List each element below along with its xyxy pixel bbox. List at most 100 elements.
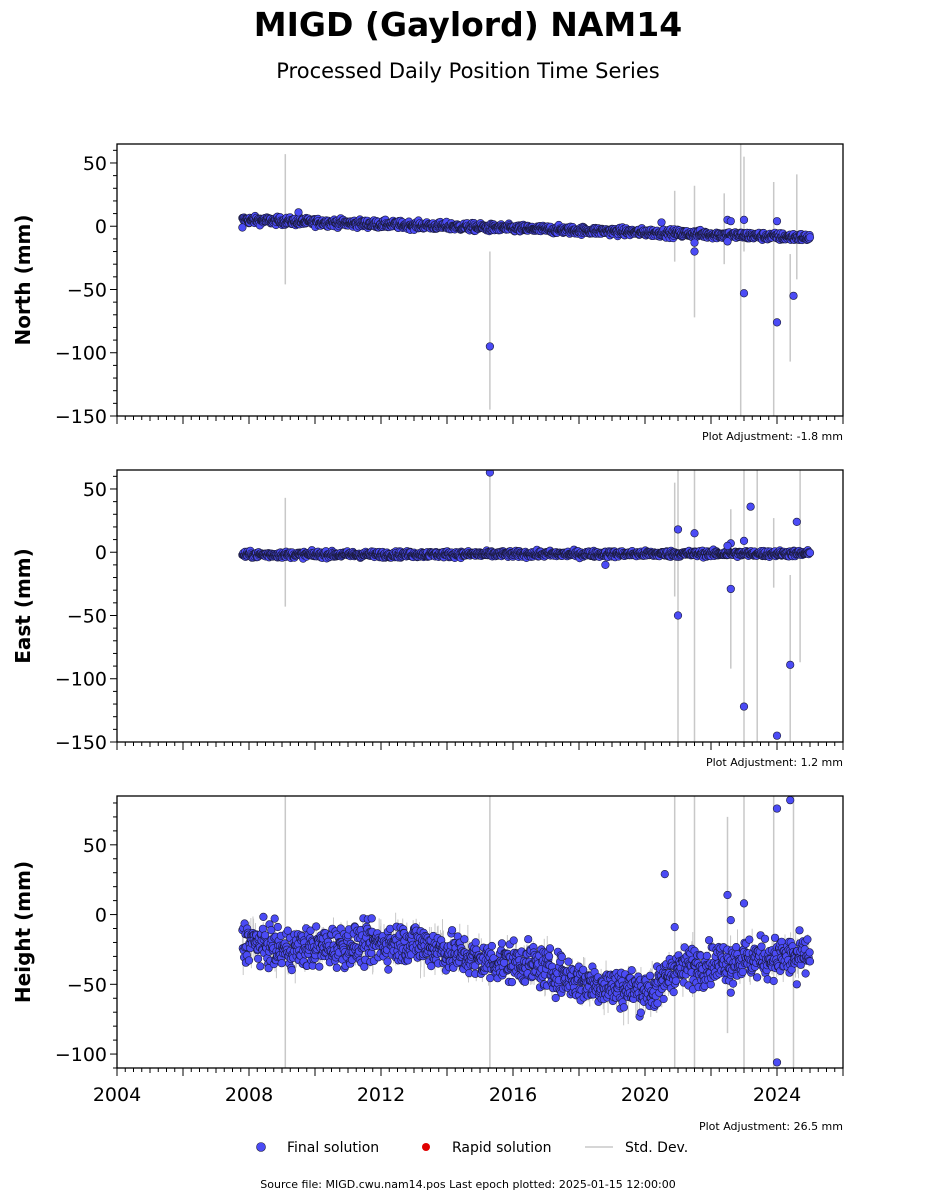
data-point	[690, 529, 699, 538]
data-point	[772, 731, 782, 740]
data-point	[448, 926, 457, 935]
data-point	[704, 936, 714, 945]
data-point	[427, 961, 436, 971]
plot-area	[238, 796, 815, 1068]
data-point	[261, 931, 270, 940]
x-tick-label: 2004	[93, 1084, 141, 1106]
data-point	[551, 993, 560, 1003]
data-point	[256, 962, 265, 971]
data-point	[769, 976, 778, 986]
data-point	[801, 969, 810, 978]
data-point	[805, 948, 814, 957]
x-tick-label: 2012	[357, 1084, 405, 1106]
plot-area	[238, 144, 815, 416]
data-point	[619, 1003, 629, 1012]
y-tick-label: 0	[95, 542, 107, 564]
axes-frame	[116, 469, 844, 743]
data-point	[770, 933, 780, 942]
data-point	[283, 926, 292, 935]
data-point	[524, 935, 533, 944]
data-point	[332, 963, 341, 972]
data-point	[312, 922, 321, 931]
legend: Final solution Rapid solution Std. Dev.	[256, 1140, 688, 1156]
data-point	[723, 237, 732, 246]
data-point	[360, 962, 369, 971]
data-point	[726, 584, 735, 594]
data-point	[485, 470, 494, 477]
y-tick-label: −150	[55, 732, 107, 754]
x-tick-label: 2020	[621, 1084, 669, 1106]
y-tick-label: −100	[55, 1044, 107, 1066]
plot-area	[238, 470, 815, 742]
data-point	[645, 971, 655, 980]
x-tick-label: 2016	[489, 1084, 537, 1106]
data-point	[772, 217, 782, 226]
data-point	[657, 218, 666, 227]
data-point	[673, 525, 683, 534]
x-tick-label: 2008	[225, 1084, 273, 1106]
data-point	[739, 536, 749, 545]
legend-rapid-marker	[422, 1143, 430, 1151]
data-point	[738, 967, 747, 977]
data-point	[306, 926, 315, 935]
data-point	[507, 977, 517, 987]
data-point	[726, 217, 735, 226]
y-tick-label: 50	[83, 479, 107, 501]
source-note: Source file: MIGD.cwu.nam14.pos Last epo…	[260, 1178, 675, 1191]
data-point	[786, 660, 795, 669]
data-point	[294, 208, 303, 217]
y-tick-label: −100	[55, 669, 107, 691]
data-point	[315, 962, 324, 971]
data-point	[789, 291, 798, 300]
y-tick-label: 50	[83, 835, 107, 857]
y-tick-label: 0	[95, 216, 107, 238]
panels: 50 0 −50 −100 −150 North (mm) Plot Adjustment:…	[11, 143, 844, 1133]
data-point	[772, 1058, 782, 1067]
data-point	[786, 796, 795, 805]
y-axis-label: East (mm)	[11, 548, 35, 664]
y-tick-label: −50	[67, 605, 107, 627]
data-point	[739, 289, 749, 298]
data-point	[772, 804, 782, 813]
data-point	[520, 977, 530, 986]
data-point	[509, 936, 518, 945]
data-point	[487, 941, 497, 951]
data-point	[244, 956, 254, 965]
legend-final-label: Final solution	[287, 1140, 379, 1156]
y-tick-label: −100	[55, 343, 107, 365]
data-point	[723, 541, 732, 551]
panel-2: 50 0 −50 −100 −150 East (mm) Plot Adjustment: …	[11, 469, 844, 769]
data-point	[760, 934, 770, 943]
data-point	[739, 899, 749, 908]
data-point	[660, 870, 669, 879]
data-point	[636, 1008, 646, 1017]
legend-std-label: Std. Dev.	[625, 1140, 688, 1156]
data-point	[485, 342, 495, 351]
data-point	[601, 560, 610, 569]
data-point	[270, 914, 279, 923]
y-tick-label: −150	[55, 406, 107, 428]
data-point	[690, 238, 699, 247]
data-point	[702, 951, 712, 961]
x-tick-label: 2024	[753, 1084, 801, 1106]
data-point	[627, 966, 636, 975]
figure-subtitle: Processed Daily Position Time Series	[276, 59, 660, 83]
y-tick-label: −50	[67, 279, 107, 301]
data-point	[545, 944, 555, 953]
axes-frame	[116, 143, 844, 417]
data-point	[471, 938, 480, 947]
data-point	[745, 935, 754, 944]
data-point	[723, 890, 732, 900]
data-point	[772, 318, 782, 327]
data-point	[273, 922, 282, 932]
data-point	[557, 952, 566, 962]
y-tick-label: 0	[95, 905, 107, 927]
data-point	[653, 999, 662, 1008]
y-tick-label: −50	[67, 974, 107, 996]
data-point	[752, 973, 762, 982]
data-point	[384, 965, 393, 974]
data-point	[805, 233, 815, 242]
y-tick-label: 50	[83, 153, 107, 175]
figure-title: MIGD (Gaylord) NAM14	[254, 5, 682, 44]
data-point	[238, 223, 247, 232]
